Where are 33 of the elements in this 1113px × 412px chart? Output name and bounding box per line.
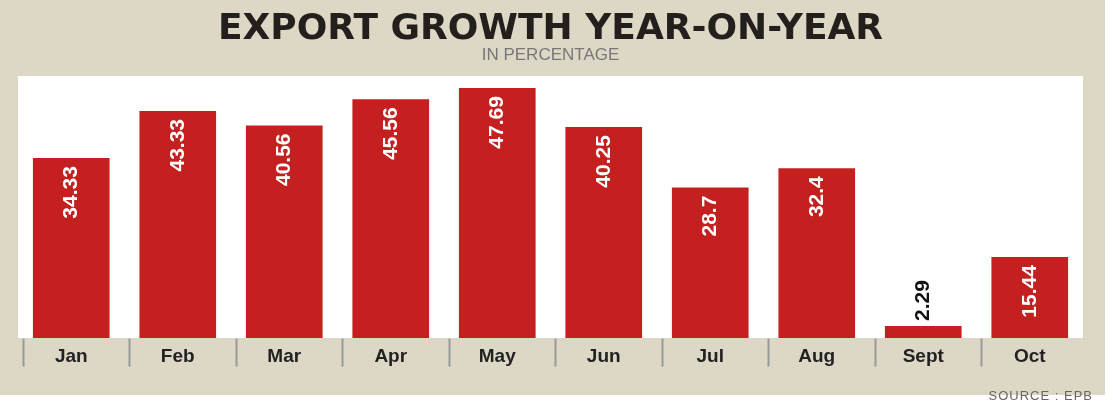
x-tick-label: Mar — [267, 344, 302, 366]
bar — [884, 326, 962, 338]
chart-subtitle: IN PERCENTAGE — [481, 45, 620, 64]
chart-title: EXPORT GROWTH YEAR-ON-YEAR — [217, 6, 884, 47]
x-tick-label: Feb — [160, 344, 195, 366]
bar — [139, 110, 217, 338]
x-tick-label: Oct — [1013, 344, 1047, 366]
data-label: 15.44 — [1016, 264, 1040, 318]
x-tick-label: May — [478, 344, 517, 366]
data-label: 40.56 — [271, 133, 295, 187]
data-label: 47.69 — [484, 96, 508, 149]
x-tick-label: Aug — [798, 344, 836, 366]
bar — [671, 187, 749, 338]
data-label: 34.33 — [58, 166, 82, 219]
x-tick-label: Jan — [54, 344, 88, 366]
x-tick-label: Jun — [586, 344, 621, 366]
x-tick-label: Jul — [696, 344, 724, 366]
bar — [565, 127, 643, 338]
x-tick-label: Sept — [902, 344, 945, 366]
data-label: 28.7 — [697, 195, 721, 237]
source-note: SOURCE : EPB — [988, 388, 1093, 403]
x-tick-label: Apr — [374, 344, 408, 366]
data-label: 40.25 — [590, 134, 614, 188]
bar — [991, 257, 1069, 338]
bar — [352, 99, 430, 338]
bar — [458, 88, 536, 338]
data-label: 45.56 — [377, 107, 401, 160]
bar — [245, 125, 323, 338]
data-label: 32.4 — [803, 175, 827, 218]
data-label: 43.33 — [164, 118, 188, 172]
bar — [32, 158, 110, 338]
data-label: 2.29 — [910, 280, 934, 321]
bar — [778, 168, 856, 338]
